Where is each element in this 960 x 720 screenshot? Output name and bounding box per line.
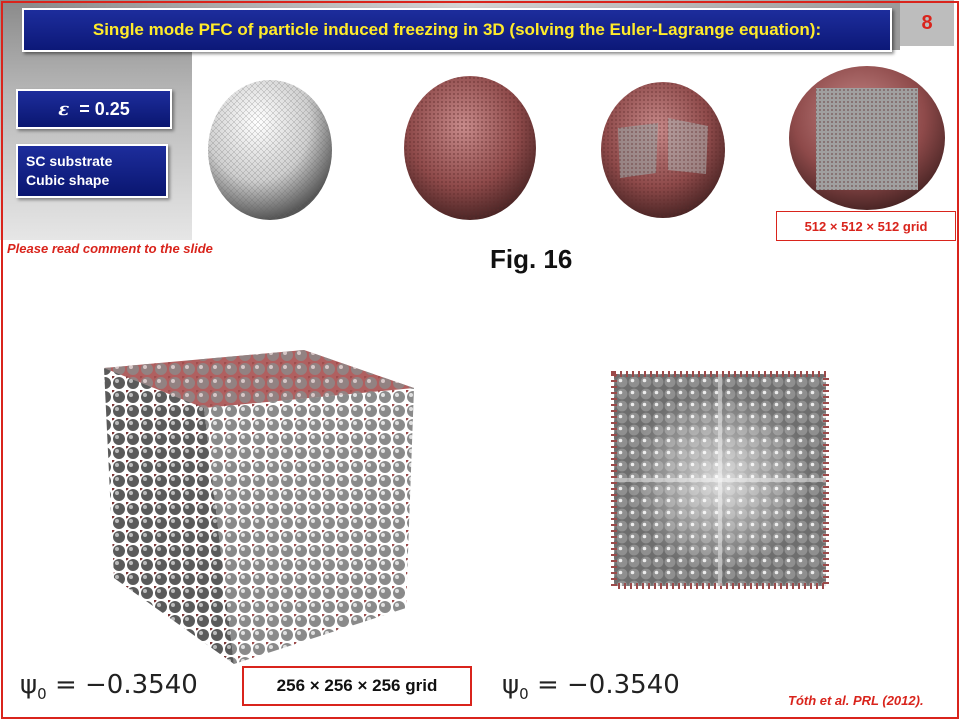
slide-title: Single mode PFC of particle induced free…: [92, 20, 822, 39]
psi-right-symbol: ψ: [502, 670, 520, 700]
title-bar: Single mode PFC of particle induced free…: [22, 8, 892, 52]
epsilon-value: = 0.25: [79, 98, 130, 119]
small-grid-label: 512 × 512 × 512 grid: [776, 211, 956, 241]
psi-left-subscript: 0: [37, 685, 47, 704]
substrate-line-2: Cubic shape: [26, 172, 110, 188]
cube-3d-image: [104, 350, 414, 664]
psi-right-label: ψ0 = −0.3540: [502, 670, 680, 703]
sphere-cut-image: [789, 66, 945, 210]
figure-label: Fig. 16: [490, 244, 573, 274]
citation: Tóth et al. PRL (2012).: [788, 693, 924, 708]
psi-left-value: = −0.3540: [46, 670, 198, 700]
epsilon-box: ε = 0.25: [16, 89, 172, 129]
slide-number: 8: [900, 0, 954, 46]
psi-right-value: = −0.3540: [528, 670, 680, 700]
comment-note: Please read comment to the slide: [7, 241, 213, 256]
psi-left-symbol: ψ: [20, 670, 38, 700]
substrate-box: SC substrate Cubic shape: [16, 144, 168, 198]
substrate-line-1: SC substrate: [26, 153, 113, 169]
sphere-red-image-2: [601, 82, 725, 218]
sphere-red-image-1: [404, 76, 536, 220]
sphere-grey-image: [208, 80, 332, 220]
psi-right-subscript: 0: [519, 685, 529, 704]
cube-face-image: [611, 371, 829, 589]
large-grid-label: 256 × 256 × 256 grid: [242, 666, 472, 706]
psi-left-label: ψ0 = −0.3540: [20, 670, 198, 703]
epsilon-symbol: ε: [58, 98, 70, 120]
